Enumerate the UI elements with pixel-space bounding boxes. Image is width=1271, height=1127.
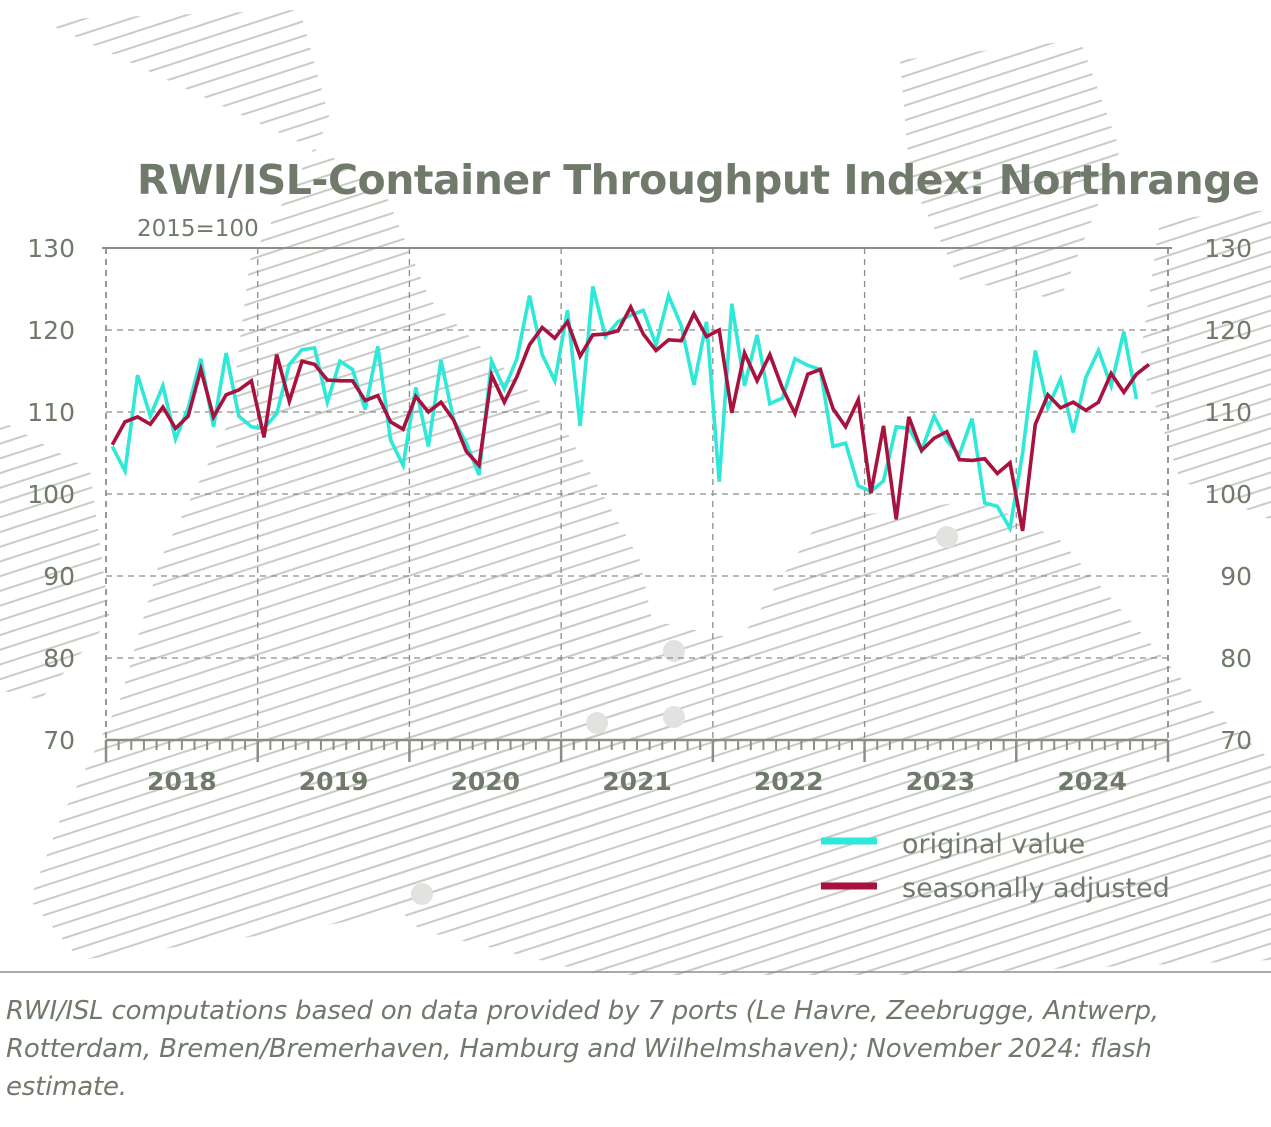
y-tick-label-right: 70	[1220, 726, 1252, 755]
series-layer	[110, 286, 1151, 534]
map-port-marker	[936, 526, 958, 548]
y-tick-label-left: 120	[27, 316, 75, 345]
y-tick-label-left: 90	[43, 562, 75, 591]
y-tick-label-left: 80	[43, 644, 75, 673]
grid-layer	[105, 248, 1169, 740]
legend-label-seasonal: seasonally adjusted	[902, 873, 1170, 904]
y-tick-label-right: 120	[1204, 316, 1252, 345]
x-tick-label: 2021	[602, 767, 672, 796]
legend: original value seasonally adjusted	[821, 829, 1170, 904]
series-line-seasonal	[110, 302, 1151, 532]
y-tick-label-left: 110	[27, 398, 75, 427]
x-tick-label: 2024	[1057, 767, 1127, 796]
x-tick-label: 2023	[906, 767, 976, 796]
chart-title: RWI/ISL-Container Throughput Index: Nort…	[137, 156, 1259, 204]
map-port-marker	[663, 640, 685, 662]
map-land-sw	[0, 420, 110, 700]
map-land-north	[900, 40, 1120, 300]
map-port-marker	[663, 706, 685, 728]
y-tick-label-right: 90	[1220, 562, 1252, 591]
y-tick-label-left: 70	[43, 726, 75, 755]
y-tick-label-left: 130	[27, 234, 75, 263]
x-tick-label: 2018	[147, 767, 217, 796]
map-port-marker	[586, 712, 608, 734]
y-tick-label-left: 100	[27, 480, 75, 509]
x-tick-label: 2019	[299, 767, 369, 796]
x-tick-label: 2020	[450, 767, 520, 796]
legend-label-original: original value	[902, 829, 1085, 860]
map-land-center	[330, 500, 1271, 975]
axis-layer: 70 70 80 80 90 90 100 100 110 110 120 120 130 130 2018…	[27, 234, 1252, 796]
y-tick-label-right: 110	[1204, 398, 1252, 427]
x-tick-label: 2022	[754, 767, 824, 796]
y-tick-label-right: 130	[1204, 234, 1252, 263]
map-background	[0, 10, 1271, 975]
map-land-east	[1140, 210, 1271, 520]
y-tick-label-right: 100	[1204, 480, 1252, 509]
chart-subtitle: 2015=100	[137, 216, 259, 242]
map-port-marker	[411, 883, 433, 905]
source-note: RWI/ISL computations based on data provi…	[6, 996, 1159, 1102]
y-tick-label-right: 80	[1220, 644, 1252, 673]
